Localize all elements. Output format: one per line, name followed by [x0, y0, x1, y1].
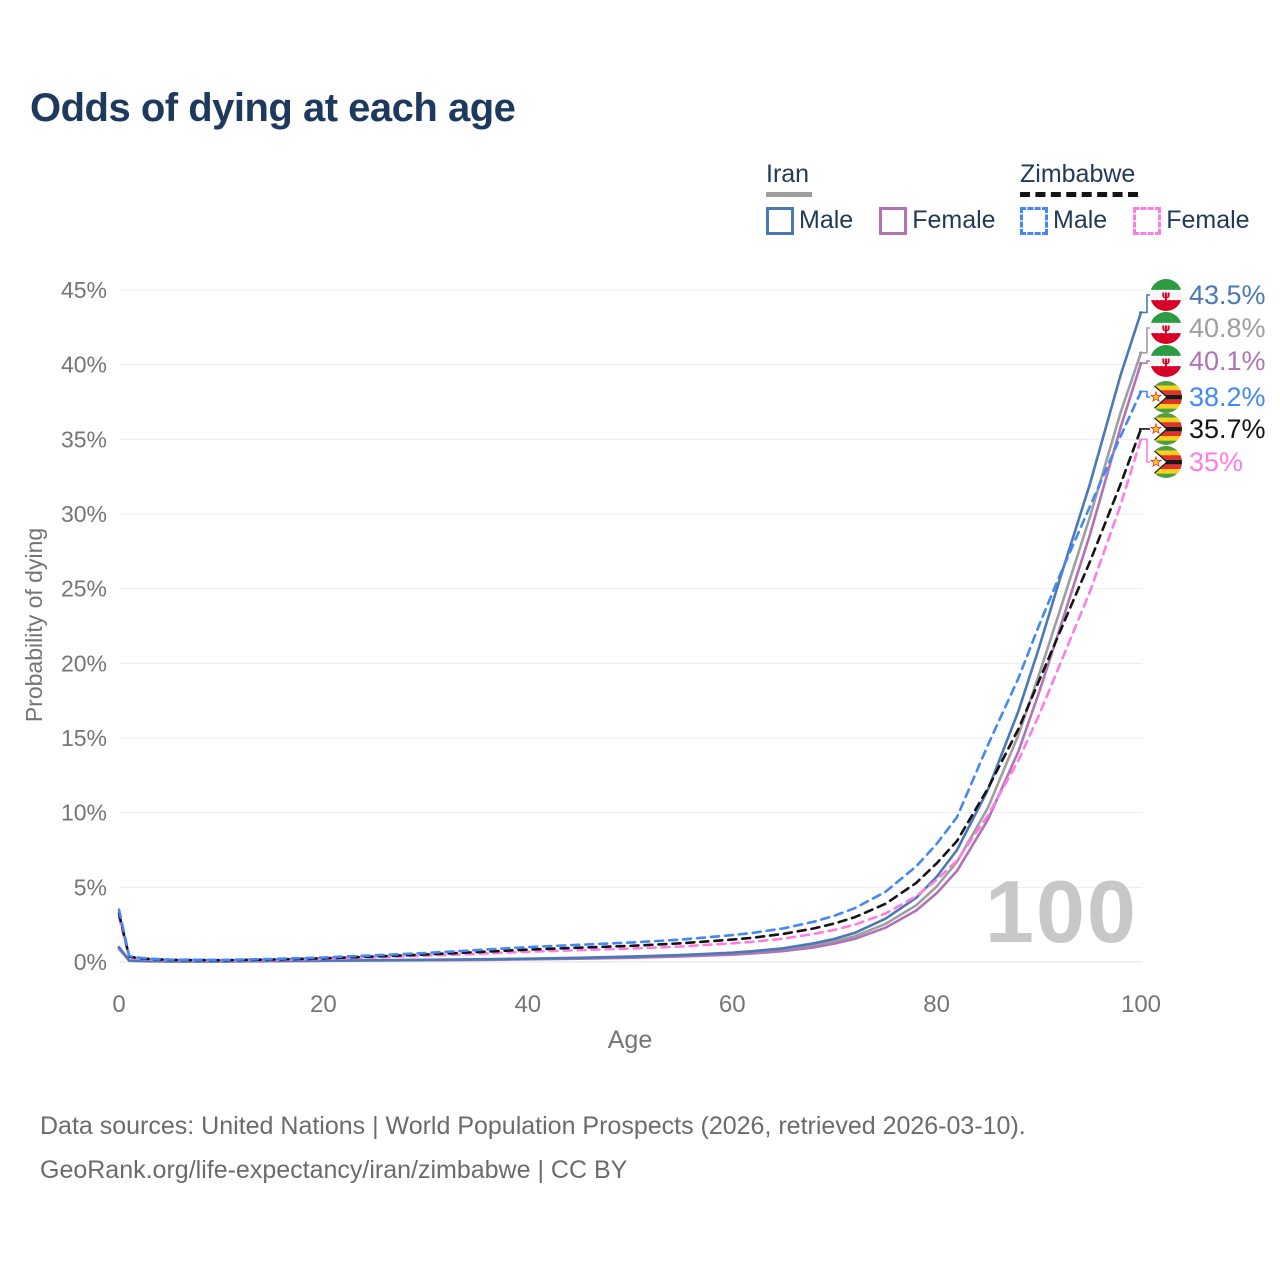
legend-zimbabwe-title: Zimbabwe: [1020, 160, 1136, 188]
page-title: Odds of dying at each age: [30, 86, 516, 130]
end-label-iran-male: 43.5%: [1150, 279, 1266, 311]
x-tick-label: 0: [112, 991, 125, 1018]
age-indicator-watermark: 100: [985, 862, 1138, 961]
zimbabwe-flag-icon: [1150, 381, 1182, 413]
end-label-zimbabwe-male: 38.2%: [1150, 381, 1266, 413]
iran-female-swatch: [879, 206, 908, 235]
legend-item-iran-male[interactable]: Male: [766, 206, 853, 235]
zimbabwe-male-swatch: [1020, 206, 1048, 235]
y-tick-label: 25%: [61, 576, 107, 602]
x-tick-label: 80: [923, 991, 950, 1018]
end-label-value: 40.1%: [1189, 345, 1266, 376]
y-axis-title: Probability of dying: [21, 528, 47, 722]
legend-item-iran-female[interactable]: Female: [879, 206, 996, 235]
y-tick-label: 0%: [74, 949, 107, 975]
zimbabwe-line-style-swatch: [1020, 192, 1138, 197]
end-label-value: 38.2%: [1189, 381, 1266, 412]
y-tick-label: 45%: [61, 277, 107, 303]
iran-line-style-swatch: [766, 192, 812, 197]
legend-iran-title: Iran: [766, 160, 810, 188]
end-label-zimbabwe-female: 35%: [1150, 446, 1243, 478]
legend-group-zimbabwe: Zimbabwe Male Female: [1020, 160, 1250, 235]
y-tick-label: 5%: [74, 874, 107, 900]
iran-flag-icon: [1150, 312, 1182, 344]
zimbabwe-flag-icon: [1150, 446, 1182, 478]
legend-item-zimbabwe-male[interactable]: Male: [1020, 206, 1107, 235]
footer: Data sources: United Nations | World Pop…: [40, 1104, 1026, 1192]
end-label-iran-female: 40.1%: [1150, 345, 1266, 377]
y-tick-label: 10%: [61, 800, 107, 826]
legend-iran-male-label: Male: [799, 206, 854, 234]
footer-attribution: GeoRank.org/life-expectancy/iran/zimbabw…: [40, 1156, 628, 1184]
zimbabwe-flag-icon: [1150, 413, 1182, 445]
x-tick-label: 60: [719, 991, 746, 1018]
end-label-value: 43.5%: [1189, 279, 1266, 310]
y-tick-label: 35%: [61, 426, 107, 452]
legend-group-iran: Iran Male Female: [766, 160, 996, 235]
x-tick-label: 20: [310, 991, 337, 1018]
x-tick-label: 40: [514, 991, 541, 1018]
y-tick-label: 15%: [61, 725, 107, 751]
end-label-value: 40.8%: [1189, 312, 1266, 343]
iran-flag-icon: [1150, 279, 1182, 311]
legend-zimbabwe-female-label: Female: [1166, 206, 1250, 234]
legend-iran-female-label: Female: [912, 206, 996, 234]
legend-country-iran: Iran: [766, 160, 996, 197]
legend-zimbabwe-male-label: Male: [1053, 206, 1108, 234]
y-tick-label: 20%: [61, 650, 107, 676]
iran-male-swatch: [766, 206, 794, 235]
iran-flag-icon: [1150, 345, 1182, 377]
footer-data-sources: Data sources: United Nations | World Pop…: [40, 1112, 1026, 1140]
legend-country-zimbabwe: Zimbabwe: [1020, 160, 1250, 197]
end-label-iran-both: 40.8%: [1150, 312, 1266, 344]
x-tick-label: 100: [1121, 991, 1161, 1018]
zimbabwe-female-swatch: [1133, 206, 1162, 235]
end-label-value: 35.7%: [1189, 413, 1266, 444]
x-axis-title: Age: [608, 1026, 652, 1054]
legend-item-zimbabwe-female[interactable]: Female: [1133, 206, 1250, 235]
end-label-value: 35%: [1189, 446, 1244, 477]
end-label-zimbabwe-both: 35.7%: [1150, 413, 1266, 445]
y-tick-label: 40%: [61, 352, 107, 378]
y-tick-label: 30%: [61, 501, 107, 527]
series-line-zimbabwe-male[interactable]: [117, 390, 1143, 962]
